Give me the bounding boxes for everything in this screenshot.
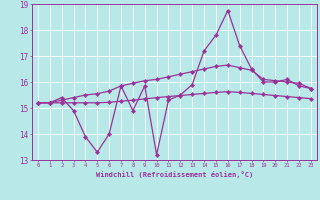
X-axis label: Windchill (Refroidissement éolien,°C): Windchill (Refroidissement éolien,°C)	[96, 171, 253, 178]
